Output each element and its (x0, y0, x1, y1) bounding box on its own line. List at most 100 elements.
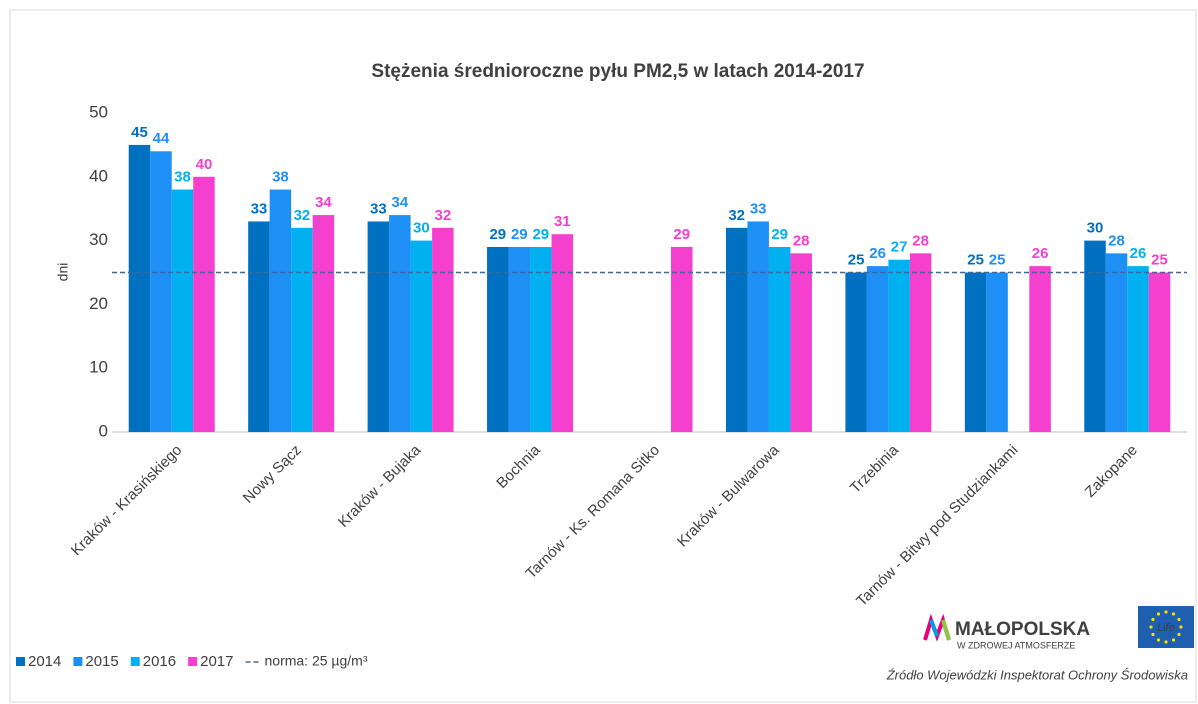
bar (508, 246, 531, 432)
data-label: 28 (1108, 232, 1125, 249)
data-label: 34 (392, 194, 409, 211)
bar (150, 151, 172, 432)
data-label: 32 (728, 207, 745, 224)
bar (389, 215, 411, 432)
bar (747, 221, 769, 432)
bar (1084, 240, 1106, 432)
bar (909, 253, 932, 432)
legend-label: 2015 (85, 653, 118, 670)
data-label: 30 (413, 220, 430, 237)
data-label: 33 (750, 200, 767, 217)
legend-label: 2014 (28, 653, 61, 670)
legend-swatch (73, 657, 83, 666)
data-label: 28 (912, 232, 929, 249)
data-label: 32 (294, 207, 311, 224)
data-label: 25 (1151, 251, 1168, 268)
data-label: 29 (511, 226, 528, 243)
bar (768, 246, 791, 432)
data-label: 33 (370, 200, 387, 217)
bar (171, 189, 194, 432)
data-label: 26 (1032, 245, 1049, 262)
bar (1148, 272, 1171, 432)
logo-name: MAŁOPOLSKA (955, 619, 1090, 640)
legend-label: norma: 25 µg/m³ (265, 653, 368, 669)
eu-stars (1149, 610, 1183, 644)
legend-label: 2016 (143, 653, 176, 670)
data-label: 40 (196, 156, 213, 173)
data-label: 27 (891, 239, 908, 256)
eu-star (1177, 632, 1181, 637)
y-tick-label: 0 (99, 421, 108, 440)
bar (530, 246, 552, 432)
data-label: 44 (153, 130, 170, 147)
y-tick-label: 20 (89, 294, 108, 313)
bar (1127, 266, 1149, 432)
y-tick-label: 10 (89, 358, 108, 377)
eu-star (1156, 612, 1161, 616)
bar (725, 227, 748, 432)
bar (487, 246, 509, 432)
bar (888, 259, 910, 432)
data-label: 38 (272, 169, 289, 186)
data-label: 34 (315, 194, 332, 211)
y-tick-label: 30 (89, 230, 108, 249)
legend-swatch (130, 657, 140, 666)
data-label: 38 (174, 169, 191, 186)
bar (432, 227, 454, 432)
data-label: 32 (435, 207, 452, 224)
data-label: 31 (554, 213, 571, 230)
data-label: 26 (1130, 245, 1147, 262)
logo-tagline: W ZDROWEJ ATMOSFERZE (957, 640, 1075, 650)
eu-star (1164, 640, 1168, 644)
bar (866, 266, 889, 432)
bar (845, 272, 867, 432)
bar (551, 234, 574, 432)
bar (1029, 266, 1051, 432)
y-tick-label: 50 (89, 102, 108, 121)
data-label: 30 (1087, 220, 1104, 237)
data-label: 29 (673, 226, 690, 243)
source-note: Źródło Wojewódzki Inspektorat Ochrony Śr… (886, 667, 1188, 682)
eu-star (1177, 617, 1181, 622)
data-label: 26 (869, 245, 886, 262)
bar (1105, 253, 1128, 432)
chart-title: Stężenia średnioroczne pyłu PM2,5 w lata… (371, 61, 864, 82)
data-label: 29 (532, 226, 549, 243)
data-label: 45 (131, 124, 148, 141)
logo: MAŁOPOLSKA W ZDROWEJ ATMOSFERZE Life (923, 606, 1194, 650)
bar (986, 272, 1008, 432)
eu-star (1171, 612, 1176, 616)
eu-star (1179, 625, 1183, 629)
logo-icon (941, 619, 951, 641)
bar (312, 215, 335, 432)
eu-star (1164, 610, 1168, 614)
logo-icon (929, 619, 939, 637)
eu-star (1171, 638, 1176, 642)
bar (291, 227, 313, 432)
data-label: 25 (989, 251, 1006, 268)
eu-star (1149, 625, 1153, 629)
data-label: 33 (251, 200, 268, 217)
y-axis-label: dni (55, 263, 71, 282)
eu-star (1151, 617, 1155, 622)
bar (964, 272, 987, 432)
bar (193, 176, 215, 432)
data-label: 25 (967, 251, 984, 268)
bar (367, 221, 390, 432)
bar (790, 253, 812, 432)
data-label: 29 (771, 226, 788, 243)
legend-swatch (16, 657, 25, 666)
bar (248, 221, 270, 432)
data-label: 25 (848, 251, 865, 268)
bar (671, 246, 693, 432)
bar (410, 240, 433, 432)
bar (128, 144, 151, 432)
eu-star (1151, 632, 1155, 637)
data-label: 29 (489, 226, 506, 243)
eu-label: Life (1157, 622, 1175, 634)
legend-swatch (188, 657, 198, 666)
bar (269, 189, 292, 432)
eu-star (1156, 638, 1161, 642)
legend-label: 2017 (200, 653, 233, 670)
